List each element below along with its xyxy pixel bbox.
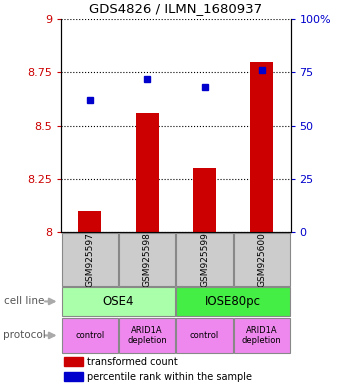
Text: GSM925600: GSM925600 xyxy=(257,232,266,286)
Bar xyxy=(64,357,83,366)
Text: cell line: cell line xyxy=(4,296,44,306)
Text: GSM925598: GSM925598 xyxy=(143,232,152,286)
Text: control: control xyxy=(75,331,105,340)
Bar xyxy=(250,62,273,232)
Bar xyxy=(176,233,233,286)
Text: IOSE80pc: IOSE80pc xyxy=(205,295,261,308)
Text: GSM925599: GSM925599 xyxy=(200,232,209,286)
Bar xyxy=(136,113,159,232)
Bar xyxy=(78,211,102,232)
Text: percentile rank within the sample: percentile rank within the sample xyxy=(87,371,252,382)
Bar xyxy=(234,233,290,286)
Bar xyxy=(176,318,233,353)
Bar xyxy=(193,168,216,232)
Bar xyxy=(62,318,118,353)
Bar xyxy=(234,318,290,353)
Bar xyxy=(64,372,83,381)
Text: GSM925597: GSM925597 xyxy=(85,232,94,286)
Text: control: control xyxy=(190,331,219,340)
Bar xyxy=(119,318,175,353)
Text: OSE4: OSE4 xyxy=(103,295,134,308)
Bar xyxy=(119,233,175,286)
Text: ARID1A
depletion: ARID1A depletion xyxy=(242,326,282,345)
Bar xyxy=(62,287,175,316)
Bar xyxy=(176,287,290,316)
Bar xyxy=(62,233,118,286)
Text: transformed count: transformed count xyxy=(87,356,178,367)
Text: protocol: protocol xyxy=(4,330,46,340)
Title: GDS4826 / ILMN_1680937: GDS4826 / ILMN_1680937 xyxy=(89,2,262,15)
Text: ARID1A
depletion: ARID1A depletion xyxy=(127,326,167,345)
